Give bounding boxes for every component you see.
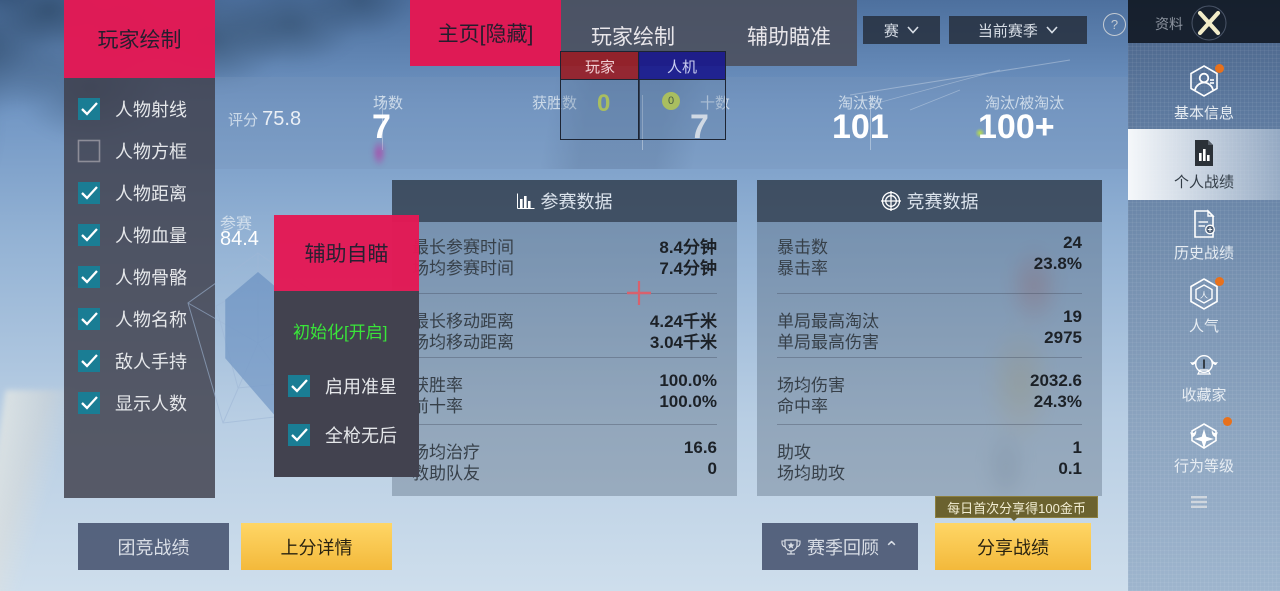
svg-text:人: 人 [1200, 291, 1208, 300]
